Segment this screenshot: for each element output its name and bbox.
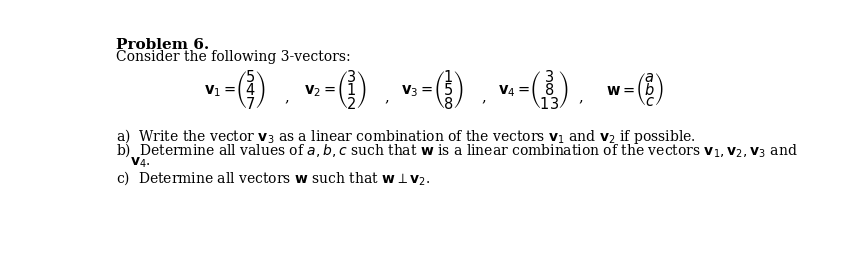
Text: $\left(\substack{3 \\ 1 \\ 2}\right)$: $\left(\substack{3 \\ 1 \\ 2}\right)$ bbox=[337, 70, 366, 113]
Text: c)  Determine all vectors $\mathbf{w}$ such that $\mathbf{w} \perp \mathbf{v}_2$: c) Determine all vectors $\mathbf{w}$ su… bbox=[116, 169, 430, 187]
Text: ,: , bbox=[578, 90, 583, 104]
Text: $\left(\substack{3 \\ 8 \\ 13}\right)$: $\left(\substack{3 \\ 8 \\ 13}\right)$ bbox=[530, 70, 569, 113]
Text: $\mathbf{v}_3=$: $\mathbf{v}_3=$ bbox=[402, 84, 434, 99]
Text: ,: , bbox=[284, 90, 289, 104]
Text: $\mathbf{v}_4$.: $\mathbf{v}_4$. bbox=[130, 155, 150, 170]
Text: $\mathbf{v}_1=$: $\mathbf{v}_1=$ bbox=[204, 84, 236, 99]
Text: $\mathbf{w}=$: $\mathbf{w}=$ bbox=[606, 84, 635, 98]
Text: b)  Determine all values of $a,b,c$ such that $\mathbf{w}$ is a linear combinati: b) Determine all values of $a,b,c$ such … bbox=[116, 141, 797, 159]
Text: $\left(\substack{1 \\ 5 \\ 8}\right)$: $\left(\substack{1 \\ 5 \\ 8}\right)$ bbox=[434, 70, 463, 113]
Text: ,: , bbox=[481, 90, 486, 104]
Text: $\mathbf{v}_2=$: $\mathbf{v}_2=$ bbox=[304, 84, 337, 99]
Text: Problem 6.: Problem 6. bbox=[116, 38, 209, 52]
Text: $\left(\substack{5 \\ 4 \\ 7}\right)$: $\left(\substack{5 \\ 4 \\ 7}\right)$ bbox=[236, 70, 265, 113]
Text: ,: , bbox=[384, 90, 390, 104]
Text: $\mathbf{v}_4=$: $\mathbf{v}_4=$ bbox=[499, 84, 530, 99]
Text: $\left(\substack{a \\ b \\ c}\right)$: $\left(\substack{a \\ b \\ c}\right)$ bbox=[635, 72, 664, 110]
Text: a)  Write the vector $\mathbf{v}_3$ as a linear combination of the vectors $\mat: a) Write the vector $\mathbf{v}_3$ as a … bbox=[116, 128, 696, 147]
Text: Consider the following 3-vectors:: Consider the following 3-vectors: bbox=[116, 51, 351, 65]
